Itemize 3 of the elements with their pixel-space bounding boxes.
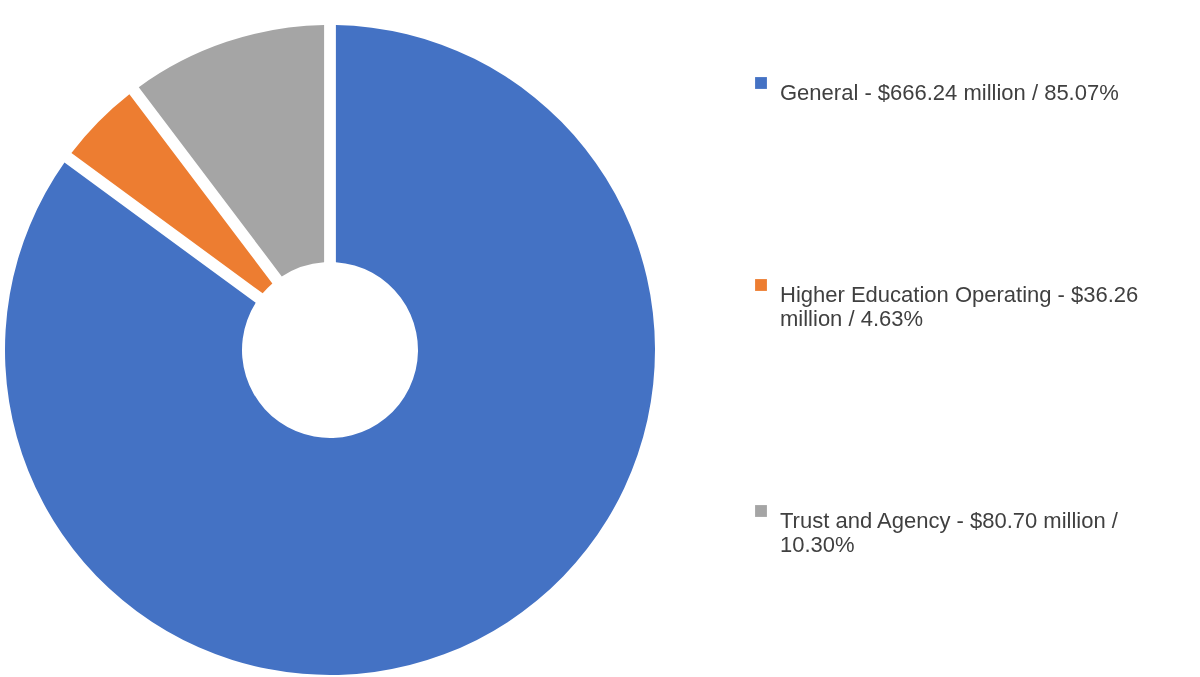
legend-label: Higher Education Operating - $36.26 million / 4.63% [780,282,1139,331]
legend-label: Trust and Agency - $80.70 million / 10.30% [780,508,1119,557]
legend-label: General - $666.24 million / 85.07% [780,80,1119,105]
